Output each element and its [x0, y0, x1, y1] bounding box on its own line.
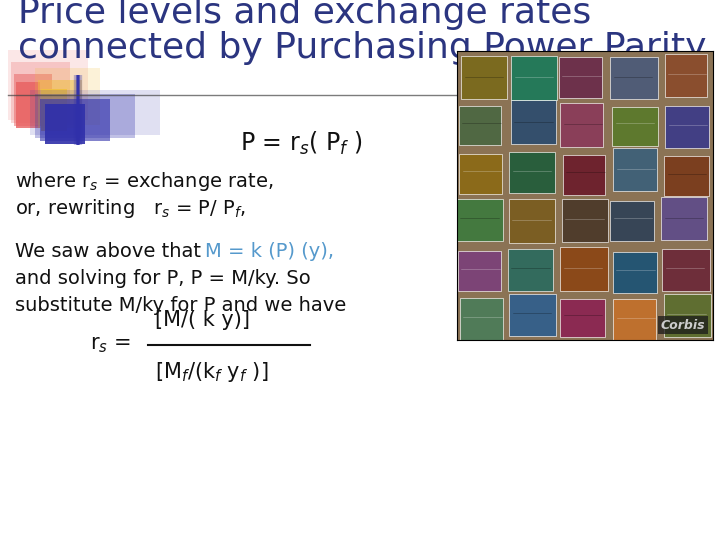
Text: [M/( k y)]: [M/( k y)] — [155, 310, 250, 330]
Bar — [510, 294, 556, 336]
Bar — [559, 57, 602, 98]
Text: or, rewriting   r$_s$ = P/ P$_f$,: or, rewriting r$_s$ = P/ P$_f$, — [15, 197, 246, 220]
Bar — [664, 156, 708, 197]
Bar — [35, 68, 100, 125]
Bar — [40, 99, 110, 141]
Bar — [509, 199, 555, 243]
Text: substitute M/ky for P and we have: substitute M/ky for P and we have — [15, 296, 346, 315]
Bar — [610, 201, 654, 241]
Bar — [38, 80, 82, 128]
Bar — [664, 294, 711, 337]
Bar — [560, 247, 608, 291]
Bar — [462, 56, 507, 99]
Bar — [459, 154, 502, 194]
Bar — [14, 74, 52, 126]
Bar — [510, 100, 557, 144]
Text: r$_s$ =: r$_s$ = — [90, 335, 131, 355]
Text: [M$_f$/(k$_f$ y$_f$ )]: [M$_f$/(k$_f$ y$_f$ )] — [155, 360, 269, 384]
Text: P = r$_s$( P$_f$ ): P = r$_s$( P$_f$ ) — [240, 130, 363, 157]
Text: Corbis: Corbis — [660, 319, 705, 332]
Bar — [11, 62, 70, 123]
Bar — [665, 53, 707, 97]
Bar — [460, 298, 503, 340]
Text: where r$_s$ = exchange rate,: where r$_s$ = exchange rate, — [15, 170, 274, 193]
Bar — [613, 148, 657, 192]
Bar — [41, 89, 67, 131]
Bar — [560, 299, 605, 338]
Bar — [458, 251, 501, 292]
Bar — [662, 249, 711, 291]
Bar — [459, 106, 501, 145]
Bar — [508, 249, 552, 291]
Text: M = k (P) (y),: M = k (P) (y), — [205, 242, 334, 261]
Text: and solving for P, P = M/ky. So: and solving for P, P = M/ky. So — [15, 269, 311, 288]
Bar — [610, 57, 658, 99]
Text: Price levels and exchange rates: Price levels and exchange rates — [18, 0, 591, 30]
Bar — [665, 106, 709, 148]
Bar — [560, 103, 603, 147]
Bar — [511, 56, 557, 100]
Bar — [613, 107, 658, 146]
Bar — [16, 82, 40, 128]
Bar — [35, 94, 135, 138]
Bar — [8, 50, 88, 120]
Bar — [613, 299, 657, 341]
Bar — [456, 199, 503, 240]
Text: We saw above that: We saw above that — [15, 242, 214, 261]
Bar — [563, 154, 605, 195]
Text: connected by Purchasing Power Parity: connected by Purchasing Power Parity — [18, 31, 706, 65]
Bar — [30, 90, 160, 135]
Bar — [661, 197, 707, 240]
Bar — [509, 152, 554, 193]
Bar — [613, 252, 657, 293]
Bar — [562, 199, 608, 242]
Bar — [45, 104, 85, 144]
